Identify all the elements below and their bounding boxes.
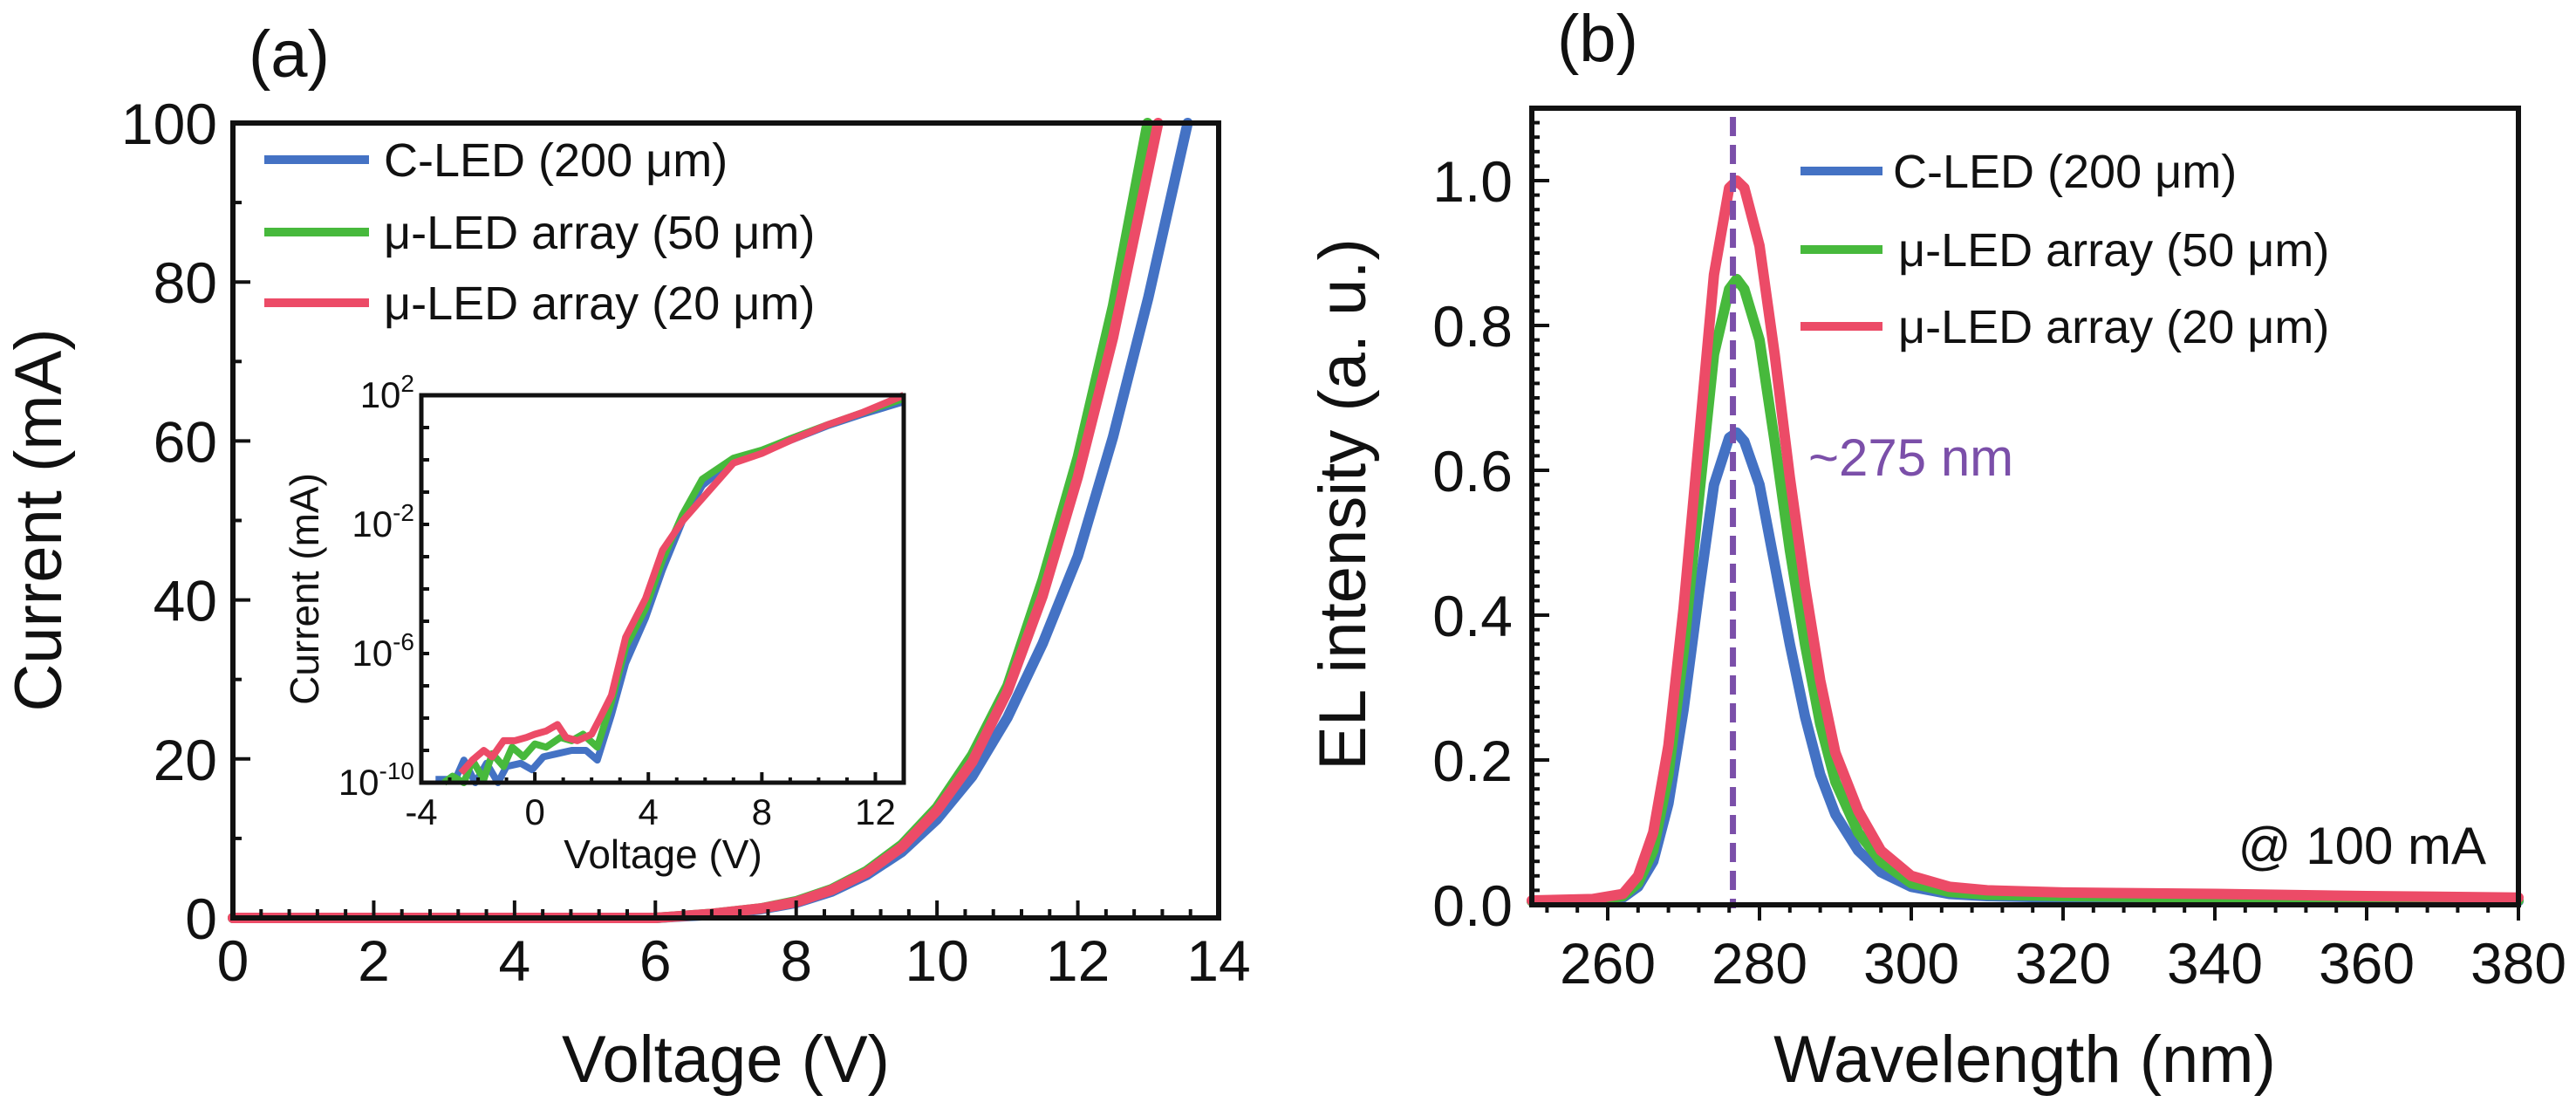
panel-a-series-group <box>228 118 1193 923</box>
panel-a-y-axis-label: Current (mA) <box>2 328 76 711</box>
inset-background <box>421 395 904 783</box>
inset-x-tick-label: 12 <box>855 791 896 832</box>
x-tick-label: 8 <box>780 928 812 993</box>
inset-y-tick-label: 10-2 <box>352 499 414 544</box>
panel-a-x-axis-label: Voltage (V) <box>562 1023 890 1097</box>
inset-x-tick-label: 0 <box>524 791 544 832</box>
y-tick-label: 100 <box>121 92 217 156</box>
inset-series-line-led-array-50-m <box>441 394 905 786</box>
inset-y-tick-label: 10-10 <box>338 757 414 803</box>
x-tick-label: 320 <box>2015 931 2111 996</box>
y-tick-label: 0.4 <box>1432 584 1513 648</box>
x-tick-label: 4 <box>498 928 530 993</box>
x-tick-label: 280 <box>1712 931 1807 996</box>
panel-b-el-spectra: (b) 260 280 300 320 340 360 380 0.0 0.2 0.4 0.6 0.8… <box>1306 2 2566 1097</box>
y-tick-label: 80 <box>154 250 217 315</box>
peak-wavelength-annotation: ~275 nm <box>1808 428 2013 487</box>
inset-x-axis-label: Voltage (V) <box>564 832 762 877</box>
panel-b-ticks: 260 280 300 320 340 360 380 0.0 0.2 0.4 0.6 0.8 1.0 <box>1432 120 2566 996</box>
inset-x-tick-label: -4 <box>405 791 437 832</box>
x-tick-label: 6 <box>639 928 672 993</box>
inset-x-tick-label: 8 <box>752 791 772 832</box>
series-line-led-array-20-m <box>1527 175 2524 906</box>
y-tick-label: 0.2 <box>1432 729 1513 793</box>
x-tick-label: 300 <box>1863 931 1959 996</box>
x-tick-label: 260 <box>1560 931 1656 996</box>
x-tick-label: 14 <box>1186 928 1250 993</box>
legend-label-c-led: C-LED (200 μm) <box>384 134 728 187</box>
inset-series-group <box>435 392 905 786</box>
x-tick-label: 0 <box>217 928 249 993</box>
inset-y-tick-label: 10-6 <box>352 628 414 674</box>
panel-a-inset-log-iv: -4 0 4 8 12 102 10-2 10-6 10-10 Voltage (V) Curr… <box>282 370 906 877</box>
x-tick-label: 340 <box>2167 931 2263 996</box>
inset-y-tick-label: 102 <box>360 370 414 415</box>
y-tick-label: 60 <box>154 409 217 474</box>
y-tick-label: 20 <box>154 728 217 792</box>
x-tick-label: 360 <box>2319 931 2415 996</box>
panel-b-x-axis-label: Wavelength (nm) <box>1773 1023 2276 1097</box>
legend-label-mled-50: μ-LED array (50 μm) <box>384 207 815 259</box>
drive-current-annotation: @ 100 mA <box>2238 817 2486 875</box>
panel-b-legend: C-LED (200 μm) μ-LED array (50 μm) μ-LED… <box>1800 146 2329 353</box>
x-tick-label: 10 <box>905 928 968 993</box>
panel-b-series-group <box>1527 175 2524 907</box>
y-tick-label: 0.6 <box>1432 439 1513 503</box>
panel-b-label: (b) <box>1557 2 1638 76</box>
inset-x-tick-label: 4 <box>639 791 659 832</box>
series-line-led-array-50-m <box>1527 273 2524 907</box>
y-tick-label: 0.0 <box>1432 873 1513 938</box>
panel-a-label: (a) <box>249 17 330 92</box>
x-tick-label: 12 <box>1046 928 1110 993</box>
inset-series-line-led-array-20-m <box>458 392 905 776</box>
inset-y-axis-label: Current (mA) <box>282 473 327 705</box>
legend-label-mled-20: μ-LED array (20 μm) <box>384 277 815 330</box>
y-tick-label: 40 <box>154 569 217 633</box>
y-tick-label: 0 <box>185 887 217 951</box>
panel-b-y-axis-label: EL intensity (a. u.) <box>1306 238 1380 770</box>
panel-a-legend: C-LED (200 μm) μ-LED array (50 μm) μ-LED… <box>264 134 815 330</box>
x-tick-label: 2 <box>358 928 390 993</box>
y-tick-label: 0.8 <box>1432 294 1513 359</box>
legend-label-c-led: C-LED (200 μm) <box>1893 146 2237 198</box>
panel-b-plot-frame <box>1529 106 2521 907</box>
x-tick-label: 380 <box>2470 931 2566 996</box>
y-tick-label: 1.0 <box>1432 149 1513 214</box>
legend-label-mled-50: μ-LED array (50 μm) <box>1898 224 2329 277</box>
series-line-led-array-20-m <box>228 118 1164 923</box>
legend-label-mled-20: μ-LED array (20 μm) <box>1898 301 2329 353</box>
inset-ticks: -4 0 4 8 12 102 10-2 10-6 10-10 <box>338 370 896 832</box>
